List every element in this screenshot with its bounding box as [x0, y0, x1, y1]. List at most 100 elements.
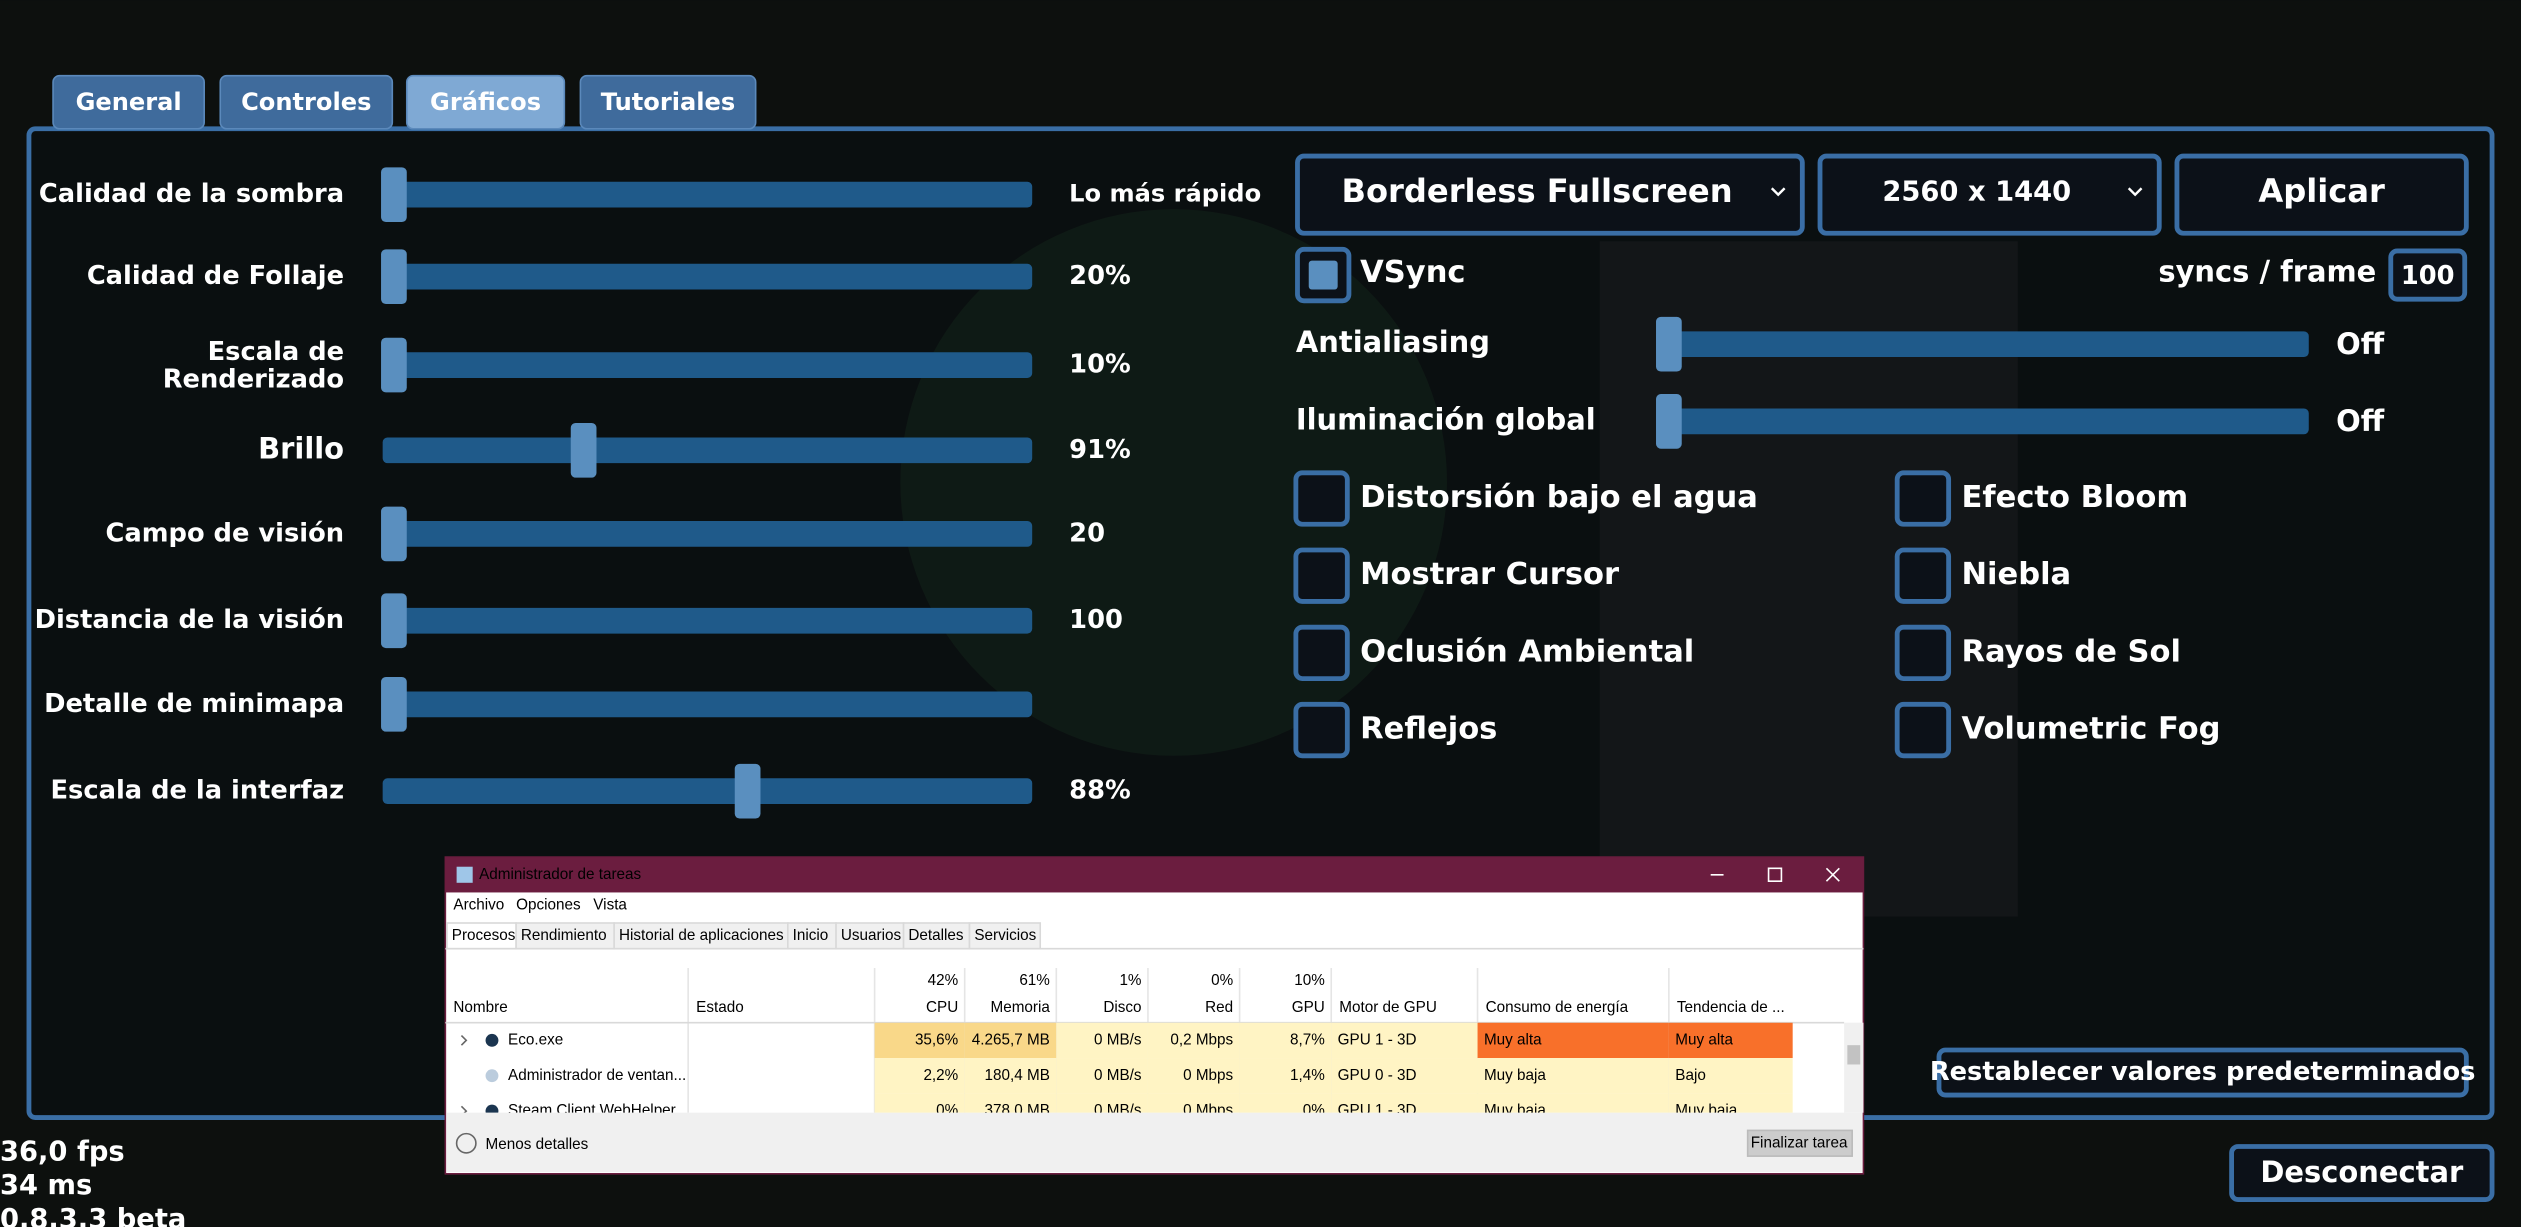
slider-value: 100: [1069, 605, 1123, 635]
column-header: CPU: [926, 999, 958, 1016]
button-label: Borderless Fullscreen: [1341, 172, 1732, 210]
cell: 2,2%: [923, 1067, 958, 1084]
cell-bg: [1331, 1022, 1478, 1059]
checkbox-label: Distorsión bajo el agua: [1360, 480, 1758, 515]
tab-label: Detalles: [908, 927, 964, 944]
tab[interactable]: [219, 74, 394, 130]
cell: Eco.exe: [508, 1031, 563, 1048]
slider-handle[interactable]: [570, 422, 597, 478]
slider-handle[interactable]: [381, 249, 407, 305]
tab[interactable]: [52, 74, 205, 130]
slider-track[interactable]: [382, 181, 1033, 208]
cell-bg: [1147, 1058, 1240, 1094]
slider-track[interactable]: [382, 352, 1033, 378]
dropdown-arrow: [1770, 187, 1786, 197]
slider-track[interactable]: [382, 607, 1033, 634]
slider-handle[interactable]: [1656, 316, 1682, 372]
tab[interactable]: [405, 74, 566, 130]
dropdown-arrow: [2127, 187, 2143, 197]
slider-label: Brillo: [258, 431, 344, 465]
cell-bg: [1331, 1058, 1478, 1094]
button-label: Aplicar: [2258, 172, 2385, 210]
cell: Muy alta: [1484, 1031, 1542, 1048]
button[interactable]: [1817, 153, 2162, 236]
tab[interactable]: [579, 74, 757, 130]
cell: 0 MB/s: [1094, 1031, 1142, 1048]
button[interactable]: [1746, 1129, 1853, 1157]
tab[interactable]: [835, 922, 905, 950]
checkbox-fill: [1308, 260, 1338, 290]
cell: 0%: [1303, 1102, 1325, 1119]
cell-bg: [1239, 1058, 1332, 1094]
cell-bg: [1239, 1022, 1332, 1059]
tab-label: General: [76, 88, 182, 116]
menu-item: Archivo: [453, 896, 504, 913]
column-header: Tendencia de ...: [1677, 999, 1785, 1016]
slider-label: Escala de Renderizado: [163, 337, 344, 394]
slider-track[interactable]: [382, 521, 1033, 547]
slider-track[interactable]: [1656, 331, 2309, 358]
checkbox-label: Oclusión Ambiental: [1360, 634, 1694, 669]
checkbox[interactable]: [1293, 547, 1350, 604]
slider-label-line: Escala de: [208, 337, 344, 367]
column-header: Disco: [1103, 999, 1141, 1016]
slider-handle[interactable]: [1656, 394, 1682, 449]
slider-handle[interactable]: [381, 337, 407, 393]
slider-label: Escala de la interfaz: [50, 776, 344, 806]
tab-label: Controles: [241, 88, 371, 116]
collapse-icon[interactable]: [455, 1132, 477, 1154]
button[interactable]: [2174, 153, 2469, 236]
column-total: 61%: [1019, 972, 1050, 989]
cell: 1,4%: [1290, 1067, 1325, 1084]
cell-bg: [1239, 1093, 1332, 1113]
column-header: Nombre: [453, 999, 507, 1016]
checkbox-label: Rayos de Sol: [1961, 634, 2180, 669]
window-controls[interactable]: [1710, 867, 1840, 882]
slider-label: Detalle de minimapa: [44, 689, 344, 719]
cell-bg: [964, 1058, 1057, 1094]
checkbox[interactable]: [1293, 624, 1350, 682]
cell-bg: [1477, 1058, 1669, 1094]
cell: 180,4 MB: [985, 1067, 1050, 1084]
button[interactable]: [1936, 1047, 2469, 1098]
slider-handle[interactable]: [381, 167, 407, 223]
slider-handle[interactable]: [734, 763, 761, 819]
slider-handle[interactable]: [381, 593, 407, 649]
checkbox-label: VSync: [1360, 255, 1465, 290]
number-input[interactable]: [2388, 248, 2468, 302]
slider-handle[interactable]: [381, 677, 407, 732]
slider-track[interactable]: [382, 778, 1033, 805]
process-icon: [485, 1069, 499, 1083]
slider-track[interactable]: [382, 691, 1033, 718]
title-bar: [445, 857, 1864, 893]
menu-item: Vista: [593, 896, 627, 913]
checkbox[interactable]: [1894, 547, 1952, 604]
tab[interactable]: [515, 922, 615, 950]
expand-arrow: [460, 1105, 468, 1113]
button[interactable]: [1295, 153, 1805, 236]
slider-track[interactable]: [1656, 408, 2309, 435]
column-total: 1%: [1119, 972, 1141, 989]
slider-handle[interactable]: [381, 506, 407, 562]
checkbox[interactable]: [1894, 624, 1952, 682]
process-icon: [485, 1104, 499, 1113]
checkbox[interactable]: [1894, 701, 1952, 759]
tab-label: Usuarios: [841, 927, 902, 944]
footer-link: Menos detalles: [486, 1136, 589, 1153]
checkbox[interactable]: [1293, 470, 1350, 527]
slider-track[interactable]: [382, 263, 1033, 290]
scroll-thumb[interactable]: [1847, 1045, 1861, 1065]
checkbox-label: Mostrar Cursor: [1360, 557, 1619, 592]
slider-label: Antialiasing: [1296, 325, 1490, 359]
button[interactable]: [2229, 1144, 2495, 1202]
tab[interactable]: [446, 922, 517, 950]
slider-track[interactable]: [382, 437, 1033, 464]
checkbox[interactable]: [1894, 470, 1952, 527]
checkbox[interactable]: [1293, 701, 1350, 759]
button-label: Desconectar: [2260, 1155, 2464, 1189]
cell: 0%: [936, 1102, 958, 1119]
cell: 378,0 MB: [985, 1102, 1050, 1119]
cell-bg: [964, 1093, 1057, 1113]
cell-bg: [1147, 1093, 1240, 1113]
column-header: Estado: [696, 999, 744, 1016]
